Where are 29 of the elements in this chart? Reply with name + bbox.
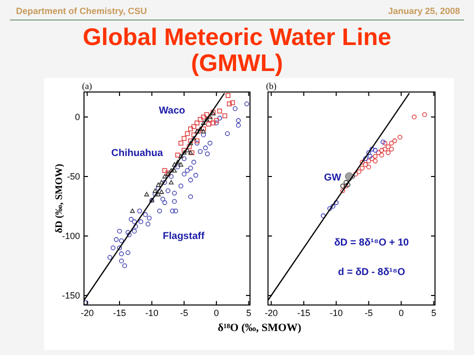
x-tick-label: 5 — [246, 308, 252, 318]
annotation: Flagstaff — [162, 230, 206, 242]
y-tick-label: 0 — [74, 112, 80, 122]
y-axis-title: δD (‰, SMOW) — [54, 164, 65, 234]
x-tick-label: -20 — [80, 308, 94, 318]
x-tick-label: 5 — [431, 308, 436, 318]
annotation: GW — [324, 172, 342, 184]
x-tick-label: -10 — [145, 308, 158, 318]
x-axis-title: δ¹⁸O (‰, SMOW) — [218, 322, 302, 334]
text: January 25, 2008 — [388, 6, 460, 16]
chart-subtitle: (a) — [82, 81, 92, 91]
y-tick-label: -150 — [62, 290, 80, 300]
chart-title: Global Meteoric Water Line (GMWL) — [82, 24, 392, 77]
x-tick-label: -5 — [364, 308, 373, 318]
x-tick-label: -5 — [180, 308, 188, 318]
x-tick-label: -10 — [330, 308, 343, 318]
y-tick-label: -50 — [66, 171, 80, 182]
x-tick-label: -20 — [264, 308, 278, 318]
x-tick-label: 0 — [398, 308, 404, 318]
y-tick-label: -100 — [62, 230, 80, 241]
x-tick-label: -15 — [297, 308, 310, 318]
annotation: Waco — [158, 105, 186, 116]
annotation: δD = 8δ¹⁸O + 10 — [334, 237, 410, 248]
x-tick-label: -15 — [113, 308, 126, 318]
annotation: Chihuahua — [111, 148, 164, 159]
annotation: d = δD - 8δ¹⁸O — [338, 267, 406, 278]
text: Department of Chemistry, CSU — [16, 6, 147, 16]
x-tick-label: 0 — [214, 308, 219, 318]
chart-title: (b) — [266, 81, 276, 91]
